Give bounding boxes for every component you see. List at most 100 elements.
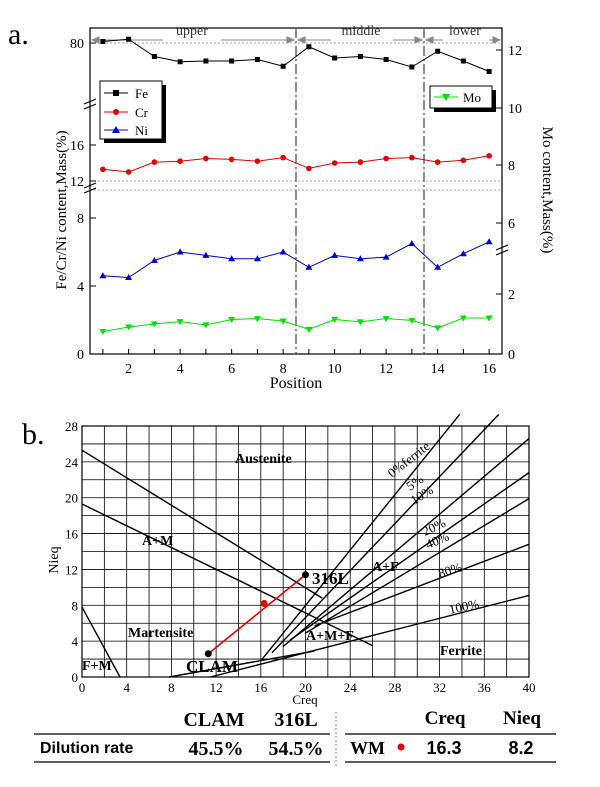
point-mo-2 [125, 324, 133, 331]
region-a-m: A+M [142, 534, 173, 549]
table-value-316l: 54.5% [269, 738, 324, 760]
panel-b-ylabel: Nieq [47, 546, 62, 573]
panel-b-points [204, 571, 309, 658]
region-a-m-f: A+M+F [306, 629, 354, 644]
point-mo-12 [382, 316, 390, 323]
point-cr-3 [151, 159, 158, 165]
point-ni-3 [150, 257, 158, 263]
b-xtick-36: 36 [478, 680, 492, 695]
point-316l [302, 571, 309, 579]
b-ytick-8: 8 [72, 598, 79, 613]
legend-right: Mo [429, 85, 496, 112]
point-fe-6 [229, 58, 235, 64]
point-ni-8 [279, 248, 287, 255]
series-line-cr [102, 155, 490, 173]
b-ytick-24: 24 [65, 455, 79, 470]
point-cr-1 [100, 166, 106, 173]
xtick-label-16: 16 [482, 362, 496, 377]
point-ni-14 [434, 263, 442, 270]
boundary-austenite-upper [81, 449, 323, 599]
point-cr-9 [306, 165, 312, 172]
table-value-clam: 45.5% [189, 738, 244, 760]
line-10pct-ferrite [282, 438, 530, 648]
point-cr-6 [228, 156, 235, 163]
series-line-mo [102, 317, 490, 332]
line-40pct-ferrite [305, 498, 530, 634]
point-fe-11 [357, 54, 363, 59]
b-xtick-32: 32 [433, 680, 446, 695]
left-tick-80: 80 [70, 37, 84, 52]
right-tick-2: 2 [508, 288, 515, 303]
legend-left: Fe Cr Ni [99, 80, 166, 143]
point-wm [260, 599, 268, 607]
region-martensite: Martensite [128, 626, 193, 641]
point-fe-9 [306, 44, 312, 50]
point-ni-13 [408, 240, 416, 246]
point-fe-4 [177, 59, 183, 65]
point-fe-16 [486, 69, 492, 74]
point-ni-10 [331, 251, 339, 258]
boundary-martensite-bottom [169, 650, 315, 678]
boundary-f-m [81, 606, 121, 678]
b-xtick-12: 12 [210, 680, 223, 695]
point-fe-14 [435, 48, 441, 54]
point-clam [204, 650, 212, 658]
region-upper-label: upper [176, 24, 208, 39]
point-mo-1 [99, 329, 107, 335]
right-tick-8: 8 [508, 159, 515, 174]
region-f-m: F+M [82, 659, 112, 674]
point-ni-5 [202, 251, 210, 258]
left-tick-12: 12 [70, 175, 84, 190]
b-xtick-20: 20 [299, 680, 312, 695]
point-ni-9 [305, 263, 313, 270]
ferrite-label-100: 100% [448, 596, 481, 617]
right-tick-10: 10 [508, 102, 522, 117]
point-ni-15 [459, 250, 467, 257]
xtick-label-2: 2 [125, 362, 132, 377]
b-ytick-12: 12 [65, 562, 78, 577]
legend-ni: Ni [135, 123, 148, 138]
xtick-label-6: 6 [228, 362, 235, 377]
reference-dashes [90, 42, 502, 191]
point-ni-4 [176, 248, 184, 255]
ferrite-label-80: 80% [436, 559, 463, 581]
panel-a-label: a. [8, 18, 29, 51]
table-header-nieq: Nieq [503, 708, 541, 729]
table-header-316l: 316L [274, 709, 317, 731]
dilution-table: CLAM 316L Creq Nieq Dilution rate 45.5% … [34, 708, 556, 768]
point-mo-16 [485, 315, 493, 322]
point-fe-2 [126, 36, 132, 42]
point-cr-10 [331, 160, 338, 166]
table-header-clam: CLAM [183, 709, 244, 731]
ferrite-label-0: 0%ferrite [385, 438, 433, 480]
b-xtick-0: 0 [79, 680, 86, 695]
point-mo-6 [228, 317, 236, 323]
xtick-label-14: 14 [431, 362, 445, 377]
dilution-line [207, 574, 307, 655]
left-tick-0: 0 [77, 348, 84, 363]
panel-a-xticks: 2 4 6 8 10 12 14 16 [102, 349, 496, 377]
point-cr-15 [460, 157, 467, 164]
point-cr-14 [434, 159, 441, 165]
panel-b-boundary-lines [81, 413, 530, 678]
region-lower-label: lower [449, 24, 481, 39]
point-fe-3 [151, 54, 157, 59]
panel-b-frame [81, 425, 530, 678]
legend-cr: Cr [135, 105, 149, 120]
point-mo-3 [150, 321, 158, 328]
series-line-ni [102, 241, 490, 279]
point-cr-16 [486, 153, 492, 159]
panel-a-series [99, 36, 493, 335]
point-mo-9 [305, 326, 313, 333]
panel-b-label: b. [22, 418, 45, 451]
point-cr-13 [409, 154, 415, 161]
point-ni-12 [382, 253, 390, 260]
point-ni-2 [125, 274, 133, 280]
point-ni-6 [228, 255, 236, 262]
point-cr-7 [254, 158, 261, 164]
point-fe-13 [409, 64, 415, 70]
b-xtick-4: 4 [123, 680, 130, 695]
point-mo-13 [408, 317, 416, 324]
point-fe-10 [332, 55, 338, 61]
